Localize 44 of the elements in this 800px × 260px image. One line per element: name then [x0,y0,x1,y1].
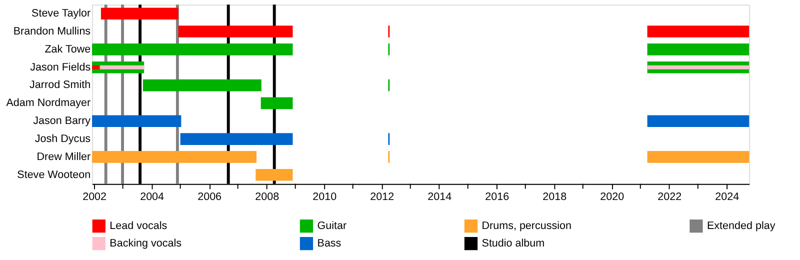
y-tick-label: Jarrod Smith [30,79,91,92]
legend-label: Studio album [482,238,545,250]
y-tick-label: Steve Taylor [32,8,91,20]
x-tick-label: 2004 [140,190,164,203]
bar [647,44,750,56]
x-tick-label: 2016 [485,190,510,203]
bar [647,151,750,163]
bar [260,97,293,110]
x-tick-label: 2022 [658,190,682,203]
x-tick-label: 2014 [428,190,452,203]
legend-label: Lead vocals [110,220,168,232]
legend-label: Bass [317,238,342,250]
bar [256,168,293,181]
bar [178,26,293,38]
bar [100,8,178,20]
y-tick-label: Adam Nordmayer [6,97,91,110]
legend-label: Backing vocals [110,238,182,250]
legend-label: Guitar [317,220,347,232]
legend-label: Extended play [706,220,776,232]
y-tick-label: Brandon Mullins [13,25,91,38]
legend-label: Drums, percussion [482,220,572,232]
bar [180,133,293,145]
bar [100,65,144,70]
x-tick-label: 2024 [715,190,740,203]
x-tick-label: 2006 [198,190,222,203]
bar [647,115,750,128]
y-tick-label: Steve Wooteon [17,168,91,181]
bar [647,26,750,38]
x-tick-label: 2002 [82,190,107,203]
bar [92,151,257,163]
bar [92,115,182,128]
bar [92,44,293,56]
y-tick-label: Josh Dycus [34,132,91,145]
y-tick-label: Jason Fields [30,61,91,74]
bar [142,79,262,92]
x-tick-label: 2010 [312,190,337,203]
x-tick-label: 2020 [600,190,624,203]
y-tick-label: Zak Towe [44,43,91,56]
x-tick-label: 2008 [255,190,280,203]
y-tick-label: Jason Barry [33,115,92,128]
bar [647,65,750,70]
x-tick-label: 2012 [370,190,394,203]
y-tick-label: Drew Miller [36,150,91,163]
x-tick-label: 2018 [542,190,567,203]
